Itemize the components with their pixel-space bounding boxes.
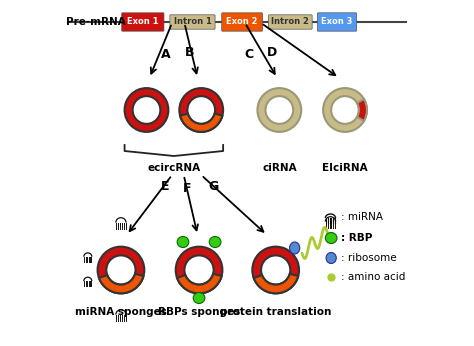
- Wedge shape: [257, 88, 301, 132]
- Text: F: F: [182, 182, 191, 195]
- Text: ciRNA: ciRNA: [262, 163, 297, 173]
- Text: RBPs sponges: RBPs sponges: [158, 307, 240, 317]
- Wedge shape: [98, 247, 144, 293]
- Wedge shape: [323, 88, 367, 132]
- Text: Intron 2: Intron 2: [271, 18, 309, 27]
- Wedge shape: [180, 113, 222, 132]
- FancyBboxPatch shape: [122, 13, 164, 31]
- Text: Intron 1: Intron 1: [173, 18, 211, 27]
- Wedge shape: [357, 99, 367, 121]
- Wedge shape: [254, 274, 298, 293]
- Text: A: A: [161, 48, 171, 62]
- Wedge shape: [176, 247, 222, 293]
- Text: B: B: [185, 46, 194, 58]
- Text: Pre-mRNA: Pre-mRNA: [66, 17, 126, 27]
- Text: : amino acid: : amino acid: [341, 272, 406, 282]
- Ellipse shape: [325, 233, 337, 244]
- Wedge shape: [99, 274, 144, 293]
- Text: C: C: [245, 48, 254, 62]
- FancyBboxPatch shape: [222, 13, 263, 31]
- Text: EIciRNA: EIciRNA: [322, 163, 368, 173]
- Wedge shape: [125, 88, 168, 132]
- Wedge shape: [179, 88, 223, 132]
- Text: E: E: [161, 181, 169, 193]
- Text: miRNA sponges: miRNA sponges: [75, 307, 167, 317]
- Ellipse shape: [209, 237, 221, 247]
- Text: Exon 3: Exon 3: [321, 18, 353, 27]
- Text: G: G: [209, 181, 219, 193]
- Text: Exon 1: Exon 1: [127, 18, 159, 27]
- Wedge shape: [177, 274, 222, 293]
- Text: : ribosome: : ribosome: [341, 253, 397, 263]
- FancyBboxPatch shape: [317, 13, 356, 31]
- Text: Exon 2: Exon 2: [227, 18, 258, 27]
- Ellipse shape: [193, 292, 205, 303]
- Ellipse shape: [326, 253, 336, 264]
- Text: D: D: [267, 46, 277, 58]
- FancyBboxPatch shape: [170, 15, 215, 29]
- Text: ecircRNA: ecircRNA: [147, 163, 201, 173]
- Wedge shape: [252, 247, 299, 293]
- FancyBboxPatch shape: [268, 15, 312, 29]
- Text: protein translation: protein translation: [220, 307, 331, 317]
- Ellipse shape: [177, 237, 189, 247]
- Text: : miRNA: : miRNA: [341, 212, 383, 222]
- Text: : RBP: : RBP: [341, 233, 373, 243]
- Ellipse shape: [290, 242, 300, 254]
